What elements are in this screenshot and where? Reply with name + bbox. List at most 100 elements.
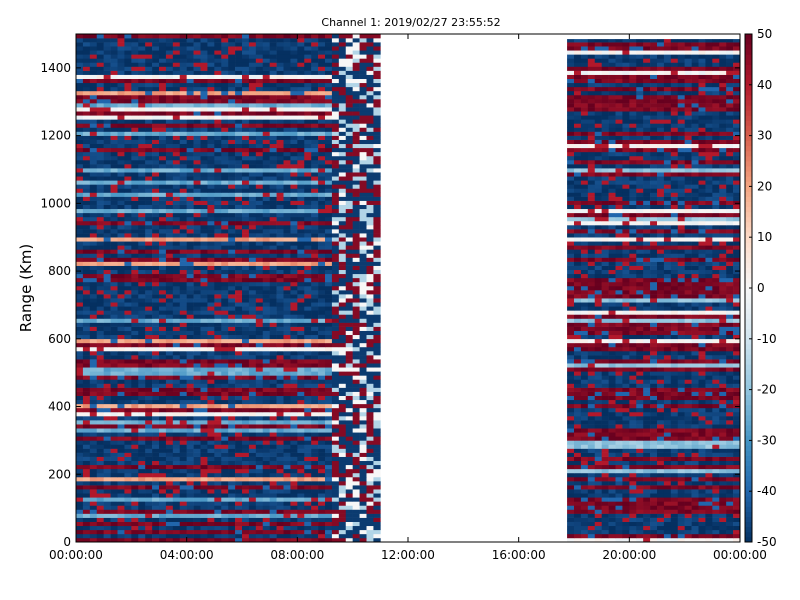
heatmap-cell — [276, 94, 284, 100]
heatmap-cell — [172, 62, 181, 67]
heatmap-cell — [82, 517, 91, 522]
heatmap-cell — [242, 294, 250, 299]
heatmap-cell — [96, 131, 104, 136]
heatmap-cell — [145, 159, 153, 165]
heatmap-cell — [269, 391, 277, 396]
heatmap-cell — [248, 424, 257, 429]
heatmap-cell — [200, 151, 208, 157]
heatmap-cell — [221, 350, 229, 356]
heatmap-cell — [145, 225, 153, 230]
heatmap-cell — [248, 350, 257, 356]
heatmap-cell — [96, 200, 104, 205]
heatmap-cell — [373, 436, 381, 441]
heatmap-cell — [193, 107, 201, 112]
heatmap-cell — [242, 489, 250, 494]
heatmap-cell — [186, 200, 194, 205]
heatmap-cell — [262, 38, 270, 43]
heatmap-cell — [331, 350, 340, 356]
heatmap-cell — [145, 387, 153, 392]
heatmap-cell — [110, 172, 118, 177]
heatmap-cell — [159, 322, 167, 327]
heatmap-cell — [103, 164, 111, 169]
heatmap-cell — [207, 99, 215, 104]
heatmap-cell — [269, 399, 277, 405]
heatmap-cell — [221, 428, 229, 433]
heatmap-cell — [262, 517, 270, 522]
heatmap-cell — [331, 416, 340, 421]
heatmap-cell — [89, 383, 98, 388]
heatmap-cell — [145, 180, 153, 185]
heatmap-cell — [159, 533, 167, 539]
heatmap-cell — [297, 277, 305, 283]
heatmap-cell — [207, 233, 215, 238]
heatmap-cell — [172, 464, 181, 470]
heatmap-cell — [262, 269, 270, 275]
heatmap-cell — [124, 233, 132, 238]
heatmap-cell — [242, 367, 250, 372]
heatmap-cell — [214, 253, 222, 258]
heatmap-cell — [269, 407, 277, 413]
heatmap-cell — [325, 383, 333, 388]
heatmap-cell — [193, 375, 201, 380]
heatmap-cell — [345, 403, 353, 409]
heatmap-cell — [82, 456, 91, 462]
heatmap-cell — [318, 200, 326, 205]
heatmap-cell — [304, 58, 312, 63]
heatmap-cell — [318, 225, 326, 230]
heatmap-cell — [242, 237, 250, 242]
heatmap-cell — [82, 505, 91, 510]
heatmap-cell — [172, 269, 181, 275]
heatmap-cell — [269, 460, 277, 466]
heatmap-cell — [248, 411, 257, 417]
heatmap-cell — [179, 521, 187, 527]
heatmap-cell — [262, 86, 270, 92]
heatmap-cell — [318, 350, 326, 356]
heatmap-cell — [228, 290, 236, 295]
heatmap-cell — [186, 196, 194, 201]
heatmap-cell — [276, 432, 284, 437]
heatmap-cell — [76, 253, 84, 258]
heatmap-cell — [304, 476, 312, 482]
heatmap-cell — [207, 34, 215, 39]
heatmap-cell — [152, 456, 160, 462]
heatmap-cell — [138, 212, 146, 218]
heatmap-cell — [214, 290, 222, 295]
heatmap-cell — [172, 395, 181, 401]
heatmap-cell — [159, 497, 167, 502]
heatmap-cell — [89, 533, 98, 539]
heatmap-cell — [124, 111, 132, 116]
heatmap-cell — [172, 379, 181, 384]
heatmap-cell — [304, 432, 312, 437]
heatmap-cell — [165, 66, 174, 71]
heatmap-cell — [228, 322, 236, 327]
heatmap-cell — [152, 115, 160, 120]
heatmap-cell — [373, 497, 381, 502]
heatmap-cell — [124, 505, 132, 510]
heatmap-cell — [311, 66, 319, 71]
heatmap-cell — [262, 164, 270, 169]
heatmap-cell — [283, 476, 291, 482]
heatmap-cell — [131, 50, 139, 55]
heatmap-cell — [228, 501, 236, 506]
heatmap-cell — [283, 436, 291, 441]
heatmap-cell — [76, 509, 84, 514]
heatmap-cell — [110, 436, 118, 441]
heatmap-cell — [131, 66, 139, 71]
heatmap-cell — [262, 318, 270, 323]
heatmap-cell — [96, 448, 104, 453]
heatmap-cell — [255, 529, 264, 535]
heatmap-cell — [76, 460, 84, 466]
heatmap-cell — [221, 399, 229, 405]
heatmap-cell — [290, 314, 298, 319]
heatmap-cell — [145, 497, 153, 502]
heatmap-cell — [138, 172, 146, 177]
heatmap-cell — [200, 172, 208, 177]
heatmap-cell — [96, 318, 104, 323]
heatmap-cell — [96, 334, 104, 340]
heatmap-cell — [338, 456, 347, 462]
heatmap-cell — [145, 505, 153, 510]
heatmap-cell — [248, 436, 257, 441]
heatmap-cell — [103, 326, 111, 331]
heatmap-cell — [359, 505, 367, 510]
heatmap-cell — [138, 355, 146, 360]
